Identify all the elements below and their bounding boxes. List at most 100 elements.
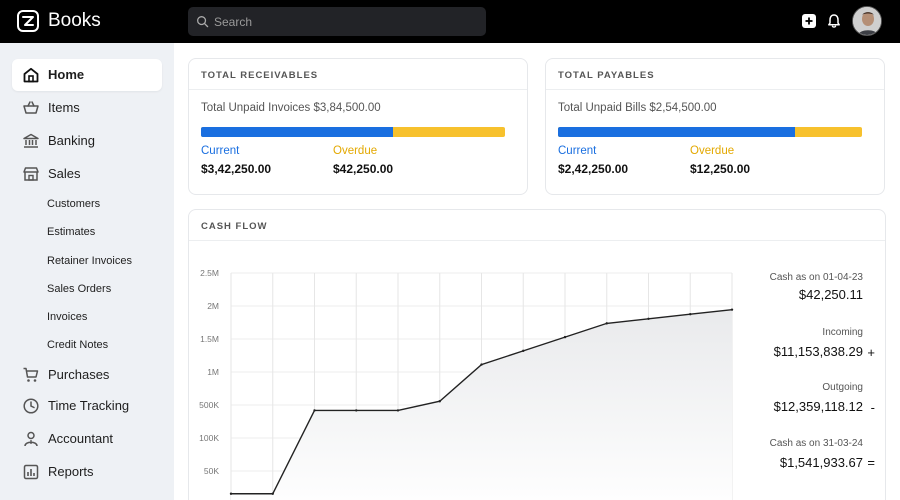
payables-current-fill — [558, 127, 796, 137]
top-bar: Books — [0, 0, 900, 43]
outgoing-value[interactable]: $12,359,118.12 — [773, 399, 863, 414]
y-tick-label: 2M — [207, 301, 219, 311]
y-tick-label: 100K — [199, 433, 219, 443]
incoming-sign: + — [867, 345, 875, 360]
quick-create-button[interactable] — [802, 14, 816, 28]
incoming-label: Incoming — [822, 327, 863, 338]
incoming-value[interactable]: $11,153,838.29 — [773, 344, 863, 359]
sidebar-item-label: Banking — [48, 133, 95, 148]
search-box[interactable] — [188, 7, 486, 36]
plus-icon — [805, 17, 813, 25]
divider — [546, 89, 884, 90]
cashflow-point — [605, 322, 608, 325]
sidebar-item-purchases[interactable]: Purchases — [12, 359, 162, 391]
store-icon — [23, 167, 39, 181]
sidebar-item-label: Items — [48, 100, 80, 115]
cashflow-point — [313, 409, 316, 412]
cash-start-value: $42,250.11 — [798, 287, 863, 302]
cashflow-chart[interactable]: 2.5M 2M 1.5M 1M 500K 100K 50K — [189, 240, 749, 500]
incoming-block: Incoming $11,153,838.29 — [774, 327, 863, 359]
sidebar-item-sales[interactable]: Sales — [12, 158, 162, 190]
payables-current-value[interactable]: $2,42,250.00 — [558, 162, 629, 176]
sidebar-item-accountant[interactable]: Accountant — [12, 423, 162, 455]
cash-start-label: Cash as on 01-04-23 — [769, 272, 863, 283]
cashflow-point — [229, 492, 233, 495]
basket-icon — [23, 101, 39, 114]
receivables-current-label: Current — [201, 145, 240, 157]
cashflow-point — [522, 349, 525, 353]
cash-end-value: $1,541,933.67 — [779, 455, 863, 470]
sidebar-item-label: Sales — [48, 166, 81, 181]
sidebar-item-label: Home — [48, 67, 85, 82]
cashflow-title: CASH FLOW — [201, 221, 268, 232]
cash-end-sign: = — [867, 455, 875, 470]
cashflow-point — [271, 492, 274, 495]
clock-icon — [23, 398, 39, 414]
receivables-overdue-value[interactable]: $42,250.00 — [333, 162, 394, 176]
y-tick-label: 1M — [207, 367, 219, 377]
sidebar-item-time-tracking[interactable]: Time Tracking — [12, 390, 162, 422]
y-tick-label: 2.5M — [200, 268, 219, 278]
payables-overdue-label: Overdue — [690, 145, 735, 157]
cashflow-point — [730, 308, 734, 311]
cashflow-point — [647, 317, 650, 320]
sidebar-item-banking[interactable]: Banking — [12, 125, 162, 157]
sidebar-subitem-customers[interactable]: Customers — [47, 198, 101, 210]
outgoing-block: Outgoing $12,359,118.12 — [774, 382, 863, 414]
receivables-title: TOTAL RECEIVABLES — [201, 70, 319, 81]
search-input[interactable] — [214, 11, 474, 32]
sidebar-item-label: Accountant — [48, 431, 114, 446]
sidebar-subitem-estimates[interactable]: Estimates — [47, 226, 96, 238]
payables-current-label: Current — [558, 145, 597, 157]
books-logo-icon[interactable] — [16, 9, 40, 33]
sidebar-item-label: Purchases — [48, 367, 110, 382]
receivables-current-value[interactable]: $3,42,250.00 — [201, 162, 272, 176]
cart-icon — [23, 367, 39, 382]
payables-title: TOTAL PAYABLES — [558, 70, 655, 81]
bank-icon — [23, 133, 39, 148]
sidebar-subitem-credit-notes[interactable]: Credit Notes — [47, 339, 109, 351]
cash-end-label: Cash as on 31-03-24 — [769, 438, 863, 449]
bell-icon[interactable] — [826, 13, 842, 29]
reports-icon — [23, 464, 39, 480]
cashflow-point — [438, 400, 441, 403]
divider — [189, 240, 885, 241]
avatar[interactable] — [852, 6, 882, 36]
brand-name[interactable]: Books — [48, 10, 101, 31]
accountant-icon — [24, 431, 38, 447]
sidebar-subitem-retainer-invoices[interactable]: Retainer Invoices — [47, 255, 132, 267]
sidebar: Home Items Banking Sales Customers Estim… — [0, 43, 174, 500]
sidebar-item-label: Time Tracking — [48, 398, 130, 413]
divider — [189, 89, 527, 90]
outgoing-sign: - — [870, 400, 875, 415]
user-photo-icon — [853, 7, 881, 35]
cash-end-block: Cash as on 31-03-24 $1,541,933.67 — [770, 438, 863, 470]
cashflow-point — [396, 409, 400, 412]
cashflow-point — [480, 363, 483, 366]
receivables-progress-bar[interactable] — [201, 127, 505, 137]
receivables-overdue-label: Overdue — [333, 145, 378, 157]
search-icon — [197, 16, 209, 28]
home-icon — [23, 67, 39, 83]
payables-overdue-value[interactable]: $12,250.00 — [690, 162, 751, 176]
total-unpaid-bills: Total Unpaid Bills $2,54,500.00 — [558, 102, 717, 114]
sidebar-subitem-sales-orders[interactable]: Sales Orders — [47, 283, 112, 295]
outgoing-label: Outgoing — [822, 382, 863, 393]
sidebar-item-items[interactable]: Items — [12, 92, 162, 124]
cash-start-block: Cash as on 01-04-23 $42,250.11 — [770, 272, 863, 302]
payables-card: TOTAL PAYABLES Total Unpaid Bills $2,54,… — [545, 58, 885, 195]
y-tick-label: 500K — [199, 400, 219, 410]
sidebar-item-home[interactable]: Home — [12, 59, 162, 91]
receivables-current-fill — [201, 127, 393, 137]
cashflow-card: CASH FLOW 2.5M 2M 1.5M 1M 500K 100K 50K Cash a… — [188, 209, 886, 500]
sidebar-item-label: Reports — [48, 464, 94, 479]
sidebar-subitem-invoices[interactable]: Invoices — [47, 311, 88, 323]
y-tick-label: 50K — [204, 466, 219, 476]
receivables-card: TOTAL RECEIVABLES Total Unpaid Invoices … — [188, 58, 528, 195]
cashflow-point — [355, 409, 358, 412]
payables-progress-bar[interactable] — [558, 127, 862, 137]
y-tick-label: 1.5M — [200, 334, 219, 344]
sidebar-item-reports[interactable]: Reports — [12, 456, 162, 488]
cashflow-area — [231, 309, 732, 500]
cashflow-point — [563, 335, 567, 339]
